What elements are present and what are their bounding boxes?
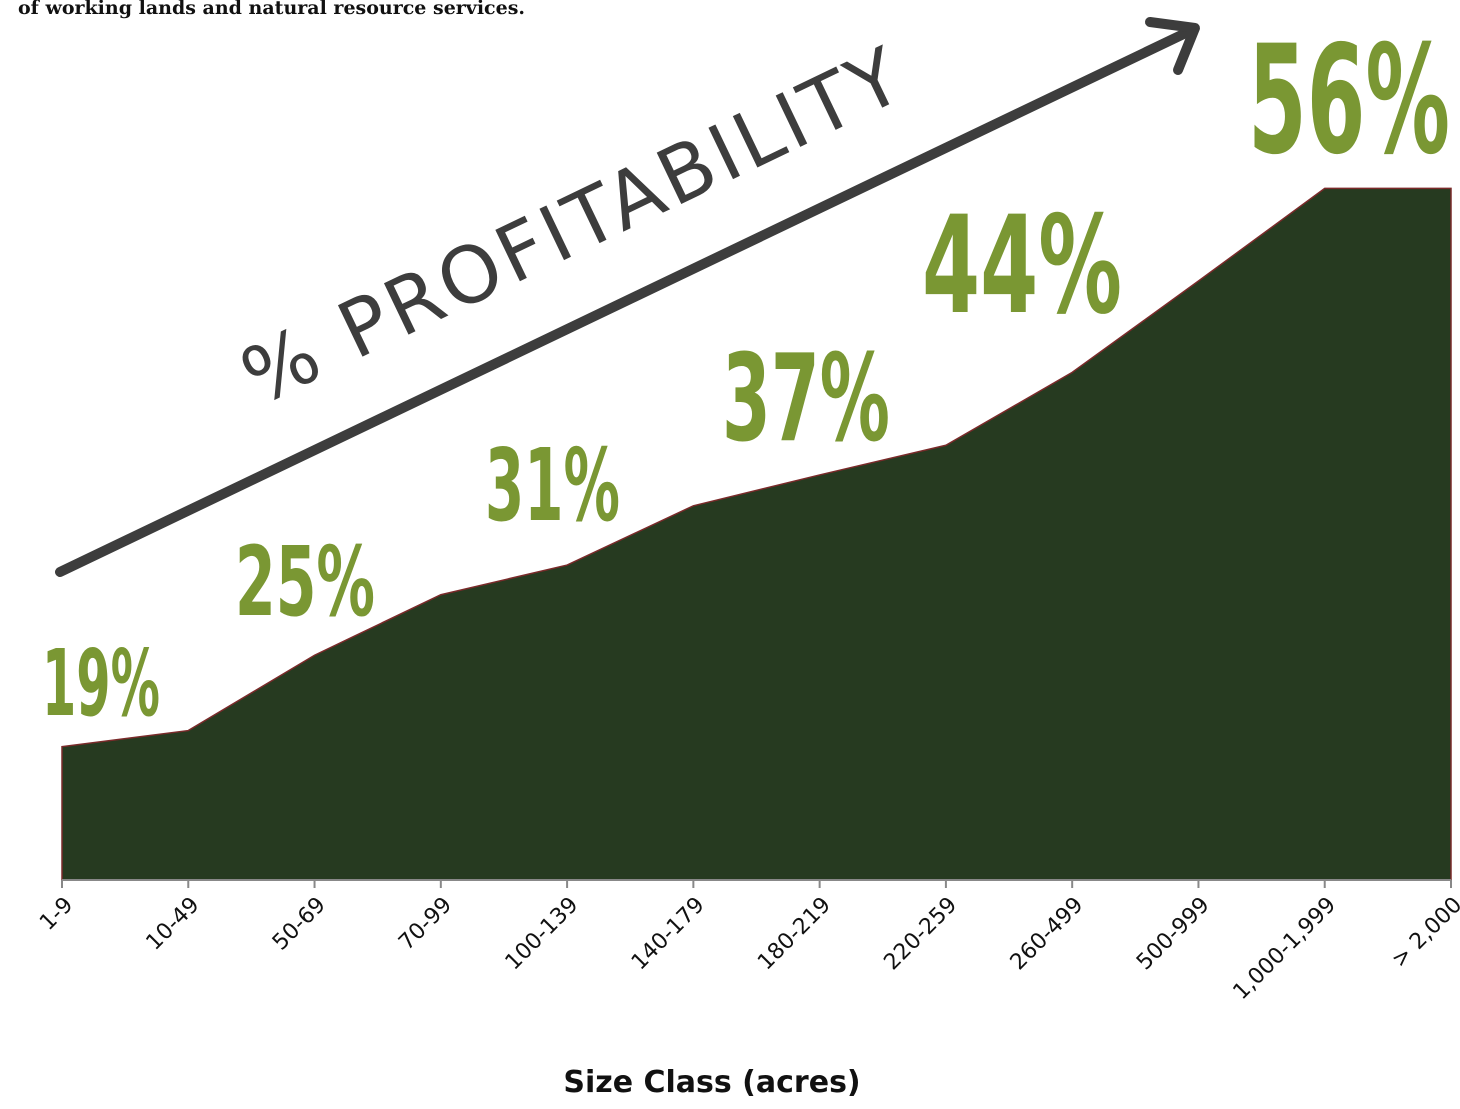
annotation: 31%	[485, 427, 620, 544]
x-tick-label: 500-999	[1132, 893, 1215, 976]
x-tick-label: 140-179	[627, 893, 710, 976]
x-tick-label: > 2,000	[1387, 893, 1460, 973]
annotation: 25%	[235, 526, 375, 638]
annotation: 19%	[42, 630, 160, 737]
x-tick-label: 100-139	[501, 893, 584, 976]
x-tick-label: 260-499	[1006, 893, 1089, 976]
caption: of working lands and natural resource se…	[18, 0, 525, 19]
x-tick-label: 180-219	[753, 893, 836, 976]
trend-arrow	[55, 17, 1200, 577]
x-tick-label: 10-49	[142, 893, 205, 956]
x-tick-label: 50-69	[268, 893, 331, 956]
x-axis-label: Size Class (acres)	[563, 1065, 860, 1100]
x-tick-label: 1-9	[35, 893, 78, 936]
annotation: 37%	[722, 330, 890, 469]
area	[61, 187, 1452, 881]
x-tick-label: 1,000-1,999	[1229, 893, 1341, 1005]
x-tick-label: 220-259	[879, 893, 962, 976]
x-tick-label: 70-99	[394, 893, 457, 956]
annotation: 44%	[922, 187, 1122, 344]
annotation: 56%	[1248, 14, 1450, 188]
